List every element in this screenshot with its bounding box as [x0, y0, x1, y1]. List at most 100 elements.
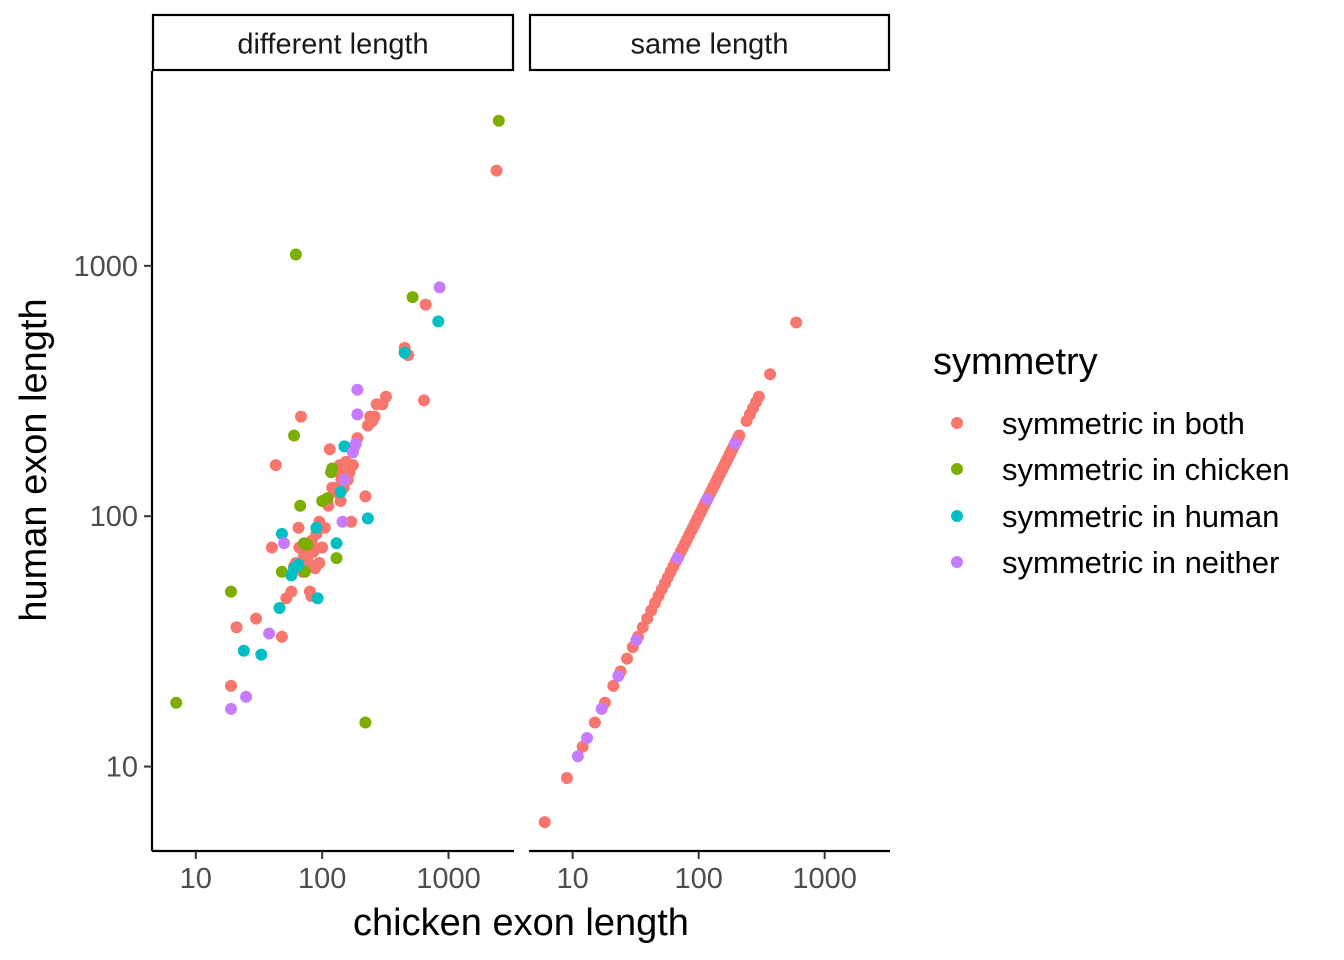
data-point: [240, 690, 253, 703]
data-point: [588, 716, 601, 729]
data-point: [269, 459, 282, 472]
series-symmetric-in-neither: [225, 281, 446, 715]
data-point: [325, 466, 338, 479]
data-point: [292, 521, 305, 534]
facet-strip-label: same length: [631, 29, 789, 61]
data-point: [351, 383, 364, 396]
data-point: [370, 398, 383, 411]
data-point: [336, 515, 349, 528]
data-point: [334, 495, 347, 507]
data-point: [313, 557, 326, 569]
facet-strip: [151, 13, 515, 72]
data-point: [595, 702, 608, 715]
data-point: [275, 630, 288, 643]
legend-entry-symmetric-in-both: symmetric in both: [951, 406, 1245, 441]
legend-key-symmetric-in-neither: [951, 556, 963, 568]
data-point: [330, 537, 343, 550]
data-point: [671, 552, 684, 565]
data-point: [345, 515, 358, 528]
series-symmetric-in-human: [237, 315, 445, 661]
data-point: [170, 696, 183, 709]
data-point: [361, 512, 374, 525]
y-tick-label: 10: [106, 752, 138, 784]
legend-key-symmetric-in-chicken: [951, 463, 963, 475]
data-point: [225, 679, 237, 692]
y-tick-label: 1000: [73, 251, 138, 283]
data-point: [288, 429, 301, 442]
data-point: [275, 527, 288, 540]
x-axis-title: chicken exon length: [353, 902, 689, 944]
series-symmetric-in-both: [538, 316, 803, 829]
data-point: [273, 602, 286, 614]
facet-panel-different-length: different length 10 100 1000: [151, 13, 515, 895]
x-tick-label: 10: [557, 863, 589, 895]
data-point: [321, 492, 334, 505]
series-symmetric-in-chicken: [170, 114, 505, 729]
x-tick-label: 1000: [416, 863, 481, 895]
data-point: [338, 440, 351, 453]
data-point: [419, 298, 432, 311]
data-point: [250, 612, 263, 625]
data-point: [729, 437, 742, 450]
y-axis-title: human exon length: [13, 298, 55, 621]
series-symmetric-in-neither: [571, 437, 742, 763]
legend-title: symmetry: [933, 341, 1098, 383]
data-point: [764, 368, 777, 381]
data-point: [701, 493, 714, 506]
data-point: [398, 346, 411, 359]
data-point: [301, 538, 314, 551]
data-point: [364, 410, 377, 423]
data-point: [346, 446, 359, 459]
data-point: [359, 490, 372, 503]
x-tick-label: 1000: [792, 863, 857, 895]
data-point: [225, 702, 237, 715]
facet-strip: [528, 13, 891, 72]
data-point: [295, 410, 307, 423]
data-point: [361, 419, 374, 432]
data-point: [560, 772, 573, 784]
data-point: [571, 750, 584, 763]
data-point: [351, 408, 364, 421]
data-point: [406, 291, 419, 304]
data-point: [294, 499, 307, 512]
legend: symmetry symmetric in both symmetric in …: [933, 341, 1290, 580]
x-tick-label: 10: [180, 863, 212, 895]
data-point: [418, 394, 430, 407]
data-point: [316, 541, 329, 554]
data-point: [334, 485, 347, 498]
series-symmetric-in-both: [225, 164, 503, 692]
data-point: [225, 585, 237, 598]
legend-key-symmetric-in-both: [951, 417, 963, 429]
data-point: [330, 552, 343, 565]
legend-label-symmetric-in-neither: symmetric in neither: [1002, 545, 1279, 580]
data-point: [275, 565, 288, 578]
data-point: [278, 537, 291, 550]
legend-key-symmetric-in-human: [951, 510, 963, 522]
data-point: [230, 621, 243, 634]
legend-label-symmetric-in-chicken: symmetric in chicken: [1002, 452, 1290, 487]
data-point: [538, 816, 551, 829]
data-point: [263, 627, 276, 640]
legend-label-symmetric-in-human: symmetric in human: [1002, 499, 1279, 534]
data-point: [607, 679, 620, 692]
data-point: [265, 541, 278, 554]
data-point: [612, 670, 625, 682]
data-point: [359, 716, 372, 729]
x-tick-label: 100: [674, 863, 722, 895]
facet-strip-label: different length: [237, 29, 428, 61]
legend-entry-symmetric-in-neither: symmetric in neither: [951, 545, 1279, 580]
facet-panel-same-length: same length 10 100 1000: [528, 13, 891, 895]
data-point: [492, 114, 505, 127]
data-point: [289, 248, 302, 261]
data-point: [432, 315, 445, 328]
data-point: [310, 521, 323, 534]
legend-label-symmetric-in-both: symmetric in both: [1002, 406, 1245, 441]
legend-entry-symmetric-in-human: symmetric in human: [951, 499, 1279, 534]
data-point: [280, 592, 293, 605]
data-point: [338, 473, 351, 486]
data-point: [581, 732, 593, 744]
data-point: [255, 648, 268, 661]
data-point: [311, 592, 324, 605]
data-point: [630, 634, 643, 647]
